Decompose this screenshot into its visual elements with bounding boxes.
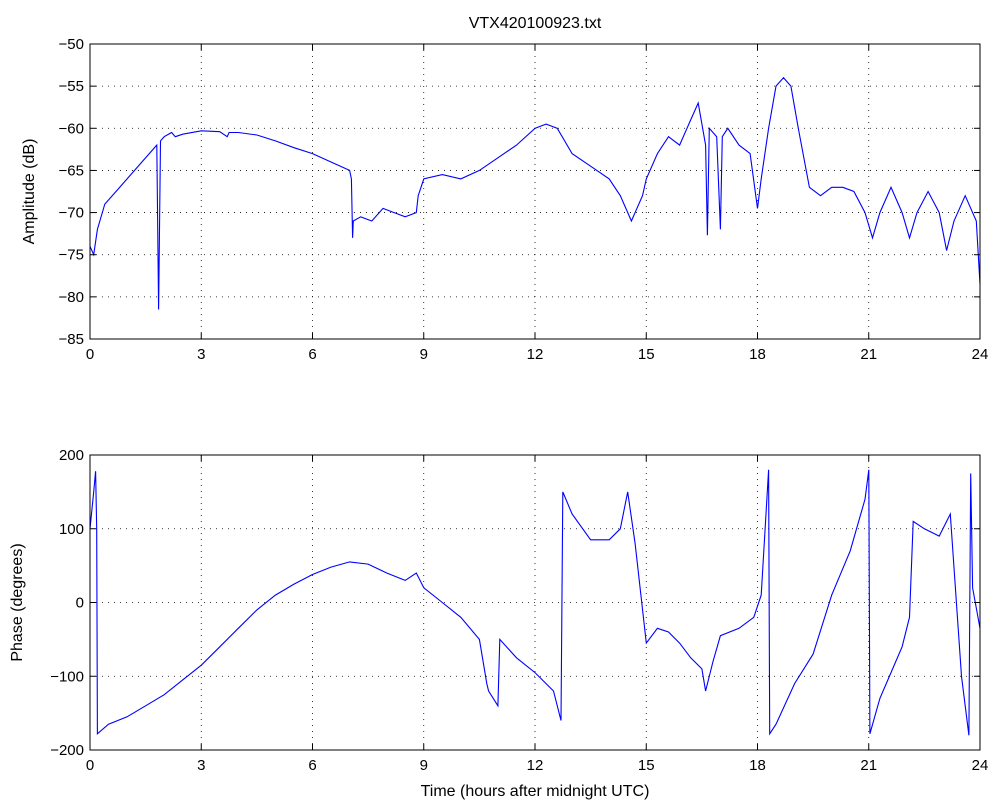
amplitude-y-tick-label: −85 — [59, 331, 84, 348]
amplitude-x-tick-label: 6 — [308, 346, 316, 363]
phase-x-axis-label: Time (hours after midnight UTC) — [421, 783, 650, 800]
amplitude-x-tick-label: 18 — [749, 346, 766, 363]
phase-x-tick-label: 12 — [527, 757, 544, 774]
amplitude-x-tick-label: 24 — [972, 346, 989, 363]
phase-x-tick-label: 21 — [860, 757, 877, 774]
phase-y-tick-label: 0 — [76, 595, 84, 612]
amplitude-y-tick-label: −75 — [59, 247, 84, 264]
amplitude-x-tick-label: 15 — [638, 346, 655, 363]
amplitude-series-line — [89, 76, 981, 310]
amplitude-x-tick-label: 9 — [420, 346, 428, 363]
phase-y-tick-label: 200 — [59, 447, 84, 464]
amplitude-y-tick-label: −55 — [59, 78, 84, 95]
amplitude-y-tick-label: −70 — [59, 205, 84, 222]
phase-y-tick-label: −100 — [50, 668, 84, 685]
phase-x-tick-label: 15 — [638, 757, 655, 774]
amplitude-y-tick-label: −50 — [59, 36, 84, 53]
phase-y-axis-label: Phase (degrees) — [9, 543, 26, 661]
phase-y-tick-label: 100 — [59, 521, 84, 538]
phase-series-line — [89, 469, 981, 736]
phase-x-tick-label: 18 — [749, 757, 766, 774]
amplitude-x-tick-label: 0 — [86, 346, 94, 363]
phase-x-tick-label: 3 — [197, 757, 205, 774]
amplitude-y-tick-label: −65 — [59, 162, 84, 179]
amplitude-y-tick-label: −80 — [59, 289, 84, 306]
phase-panel: 0 3 6 9 12 15 18 21 24 −200 −100 0 100 200 Phase (degr… — [9, 447, 988, 800]
phase-x-tick-label: 24 — [972, 757, 989, 774]
amplitude-x-tick-label: 21 — [860, 346, 877, 363]
amplitude-y-tick-label: −60 — [59, 120, 84, 137]
phase-x-tick-label: 6 — [308, 757, 316, 774]
amplitude-y-axis-label: Amplitude (dB) — [21, 139, 38, 245]
amplitude-x-tick-label: 12 — [527, 346, 544, 363]
phase-y-tick-label: −200 — [50, 742, 84, 759]
phase-x-tick-label: 9 — [420, 757, 428, 774]
chart-title: VTX420100923.txt — [469, 15, 602, 32]
amplitude-panel: 0 3 6 9 12 15 18 21 24 −85 −80 −75 −70 −65 −60 −55 −50 Am… — [21, 15, 988, 363]
amplitude-x-tick-label: 3 — [197, 346, 205, 363]
phase-x-tick-label: 0 — [86, 757, 94, 774]
